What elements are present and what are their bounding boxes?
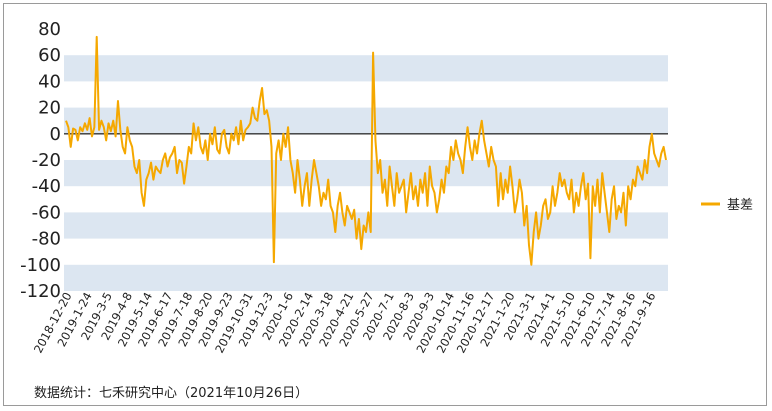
- plot-area: [65, 35, 667, 266]
- y-tick-label: 80: [38, 19, 61, 40]
- legend-label: 基差: [727, 198, 753, 213]
- y-tick-label: -80: [32, 229, 61, 250]
- y-tick-label: -100: [20, 255, 61, 276]
- source-note: 数据统计：七禾研究中心（2021年10月26日）: [34, 386, 309, 401]
- y-tick-label: -60: [32, 202, 61, 223]
- grid-band-4: [64, 264, 668, 291]
- y-tick-label: -20: [32, 150, 61, 171]
- legend: 基差: [701, 198, 753, 213]
- chart-frame: 80 60 40 20 0 -20 -40 -60 -80 -100 -120 2018-12-20…: [3, 3, 767, 406]
- grid-bands: [64, 55, 668, 291]
- grid-band-2: [64, 160, 668, 187]
- y-tick-label: 0: [50, 124, 61, 145]
- x-axis: 2018-12-202019-1-242019-3-52019-4-82019-…: [31, 290, 659, 356]
- y-tick-label: -40: [32, 176, 61, 197]
- series-line-jicha: [65, 35, 667, 266]
- y-axis: 80 60 40 20 0 -20 -40 -60 -80 -100 -120: [20, 19, 668, 302]
- y-tick-label: 20: [38, 98, 61, 119]
- y-tick-label: -120: [20, 281, 61, 302]
- grid-band-1: [64, 107, 668, 134]
- line-chart: 80 60 40 20 0 -20 -40 -60 -80 -100 -120 2018-12-20…: [20, 19, 753, 356]
- y-tick-label: 60: [38, 45, 61, 66]
- grid-band-0: [64, 55, 668, 82]
- y-tick-label: 40: [38, 71, 61, 92]
